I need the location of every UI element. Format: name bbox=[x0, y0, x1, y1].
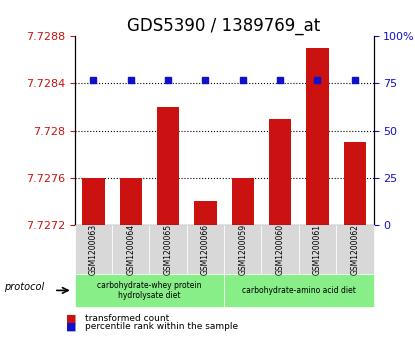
Text: carbohydrate-whey protein
hydrolysate diet: carbohydrate-whey protein hydrolysate di… bbox=[97, 281, 202, 300]
Text: GSM1200061: GSM1200061 bbox=[313, 224, 322, 275]
Bar bbox=[306, 48, 329, 225]
Text: ■: ■ bbox=[66, 313, 77, 323]
Text: transformed count: transformed count bbox=[85, 314, 169, 323]
Bar bbox=[344, 142, 366, 225]
Text: protocol: protocol bbox=[4, 282, 44, 292]
Text: GSM1200066: GSM1200066 bbox=[201, 224, 210, 275]
Text: ■: ■ bbox=[66, 321, 77, 331]
Text: GSM1200060: GSM1200060 bbox=[276, 224, 285, 275]
Bar bbox=[82, 178, 105, 225]
Bar bbox=[120, 178, 142, 225]
Text: percentile rank within the sample: percentile rank within the sample bbox=[85, 322, 238, 331]
Text: GSM1200065: GSM1200065 bbox=[164, 224, 173, 275]
Text: GSM1200059: GSM1200059 bbox=[238, 224, 247, 275]
Title: GDS5390 / 1389769_at: GDS5390 / 1389769_at bbox=[127, 17, 321, 35]
Bar bbox=[194, 201, 217, 225]
Text: GSM1200064: GSM1200064 bbox=[126, 224, 135, 275]
Bar bbox=[232, 178, 254, 225]
Text: carbohydrate-amino acid diet: carbohydrate-amino acid diet bbox=[242, 286, 356, 295]
Text: GSM1200063: GSM1200063 bbox=[89, 224, 98, 275]
Bar bbox=[269, 119, 291, 225]
Text: GSM1200062: GSM1200062 bbox=[350, 224, 359, 275]
Bar bbox=[157, 107, 179, 225]
